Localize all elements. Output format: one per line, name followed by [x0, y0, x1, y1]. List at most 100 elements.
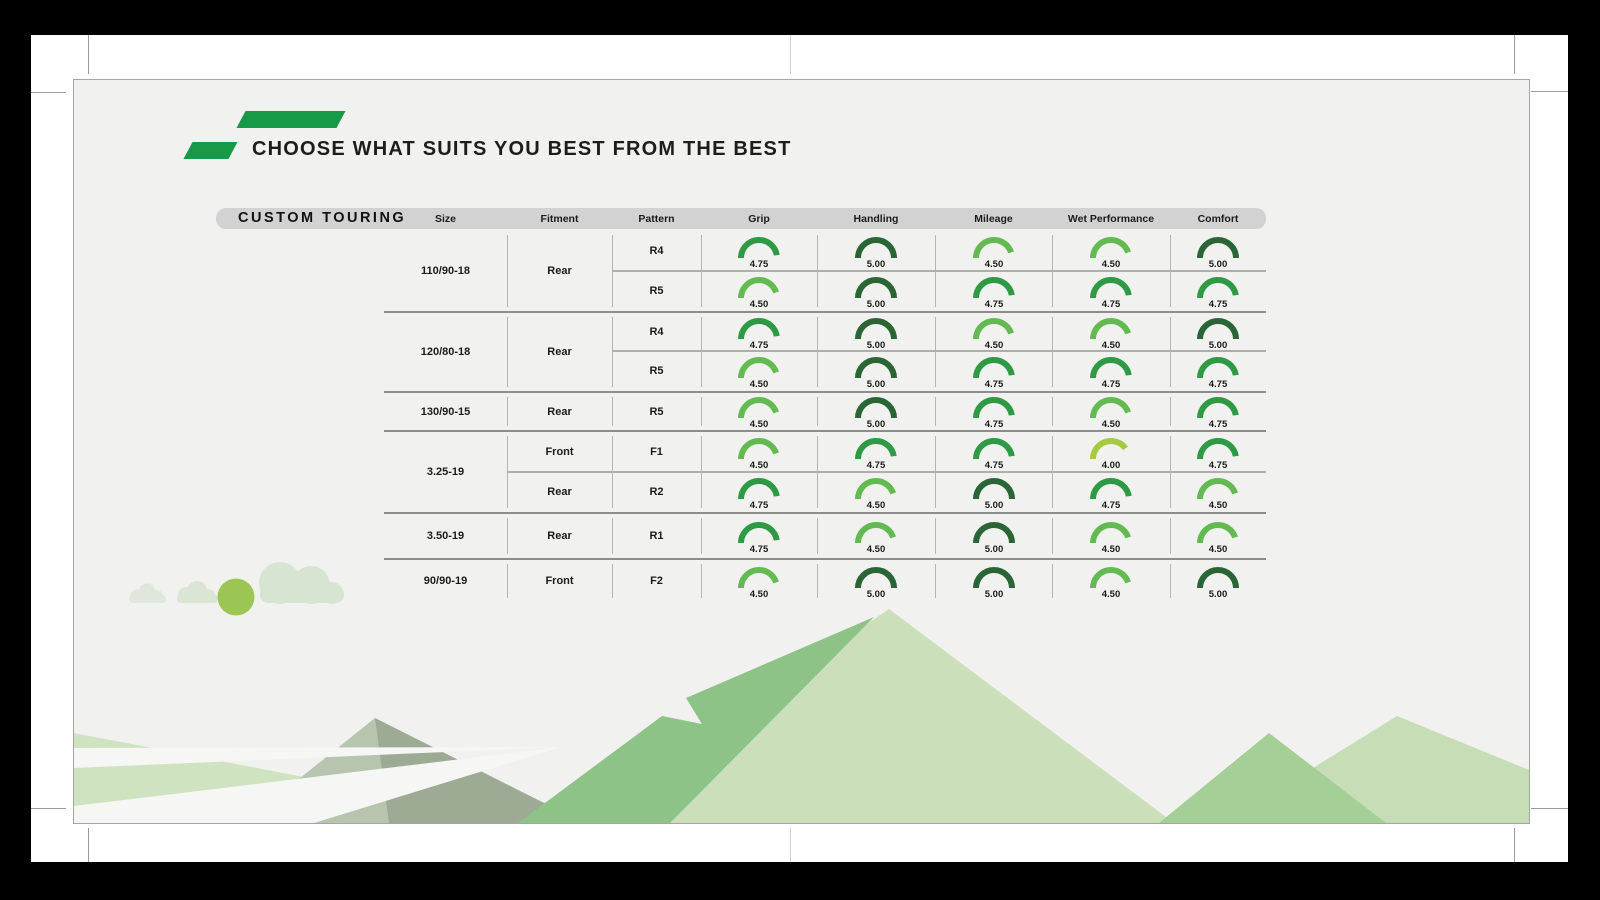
- svg-text:4.75: 4.75: [1102, 299, 1121, 309]
- gauge-arc-icon: 4.50: [1197, 521, 1238, 554]
- crop-mark: [790, 828, 791, 862]
- column-divider: [507, 518, 508, 554]
- fitment-cell: Front: [545, 575, 574, 587]
- rating-gauge-wet-performance: 4.50: [1052, 231, 1170, 271]
- gauge-arc-icon: 4.75: [1197, 356, 1239, 389]
- rating-gauge-handling: 4.50: [817, 472, 935, 512]
- svg-text:5.00: 5.00: [984, 589, 1003, 599]
- group-separator: [384, 430, 1266, 432]
- svg-text:4.75: 4.75: [984, 299, 1003, 309]
- gauge-arc-icon: 5.00: [855, 356, 897, 389]
- table-group: 120/80-18 Rear R4 4.75 5.00 4.50 4.50 5.00 R5 4.5…: [384, 313, 1266, 391]
- rating-gauge-mileage: 4.75: [935, 432, 1052, 472]
- table-row: Rear R2 4.75 4.50 5.00 4.75 4.50: [507, 472, 1266, 512]
- table-row: R5 4.50 5.00 4.75 4.75 4.75: [612, 351, 1266, 391]
- gauge-arc-icon: 4.50: [1090, 236, 1131, 269]
- rating-gauge-mileage: 5.00: [935, 560, 1052, 602]
- size-cell: 130/90-15: [420, 405, 471, 418]
- rating-gauge-wet-performance: 4.50: [1052, 514, 1170, 558]
- rating-gauge-comfort: 4.75: [1170, 351, 1266, 391]
- print-page: CHOOSE WHAT SUITS YOU BEST FROM THE BEST…: [31, 35, 1568, 862]
- svg-text:4.50: 4.50: [750, 589, 769, 599]
- column-divider: [1052, 518, 1053, 554]
- column-divider: [817, 317, 818, 387]
- svg-text:5.00: 5.00: [1209, 589, 1228, 599]
- rating-gauge-grip: 4.50: [701, 271, 817, 311]
- gauge-arc-icon: 5.00: [855, 566, 897, 599]
- mountain-illustration: [74, 562, 1529, 823]
- column-header-handling: Handling: [853, 212, 899, 225]
- svg-text:4.00: 4.00: [1102, 460, 1121, 470]
- svg-text:4.75: 4.75: [750, 259, 769, 269]
- svg-text:4.75: 4.75: [1209, 299, 1228, 309]
- svg-text:4.50: 4.50: [1102, 544, 1121, 554]
- column-divider: [612, 564, 613, 598]
- gauge-arc-icon: 4.75: [855, 437, 897, 470]
- rating-gauge-grip: 4.75: [701, 472, 817, 512]
- mountains: [74, 609, 1529, 823]
- table-row: Front F1 4.50 4.75 4.75 4.00 4.75: [507, 432, 1266, 472]
- row-separator: [507, 471, 1266, 473]
- gauge-arc-icon: 4.75: [738, 236, 780, 269]
- size-cell: 3.50-19: [426, 530, 465, 542]
- crop-mark: [88, 35, 89, 74]
- gauge-arc-icon: 4.75: [1090, 477, 1132, 510]
- gauge-arc-icon: 4.50: [1090, 317, 1131, 350]
- column-divider: [817, 397, 818, 426]
- rating-gauge-grip: 4.75: [701, 231, 817, 271]
- row-separator: [612, 270, 1266, 272]
- rating-gauge-grip: 4.50: [701, 432, 817, 472]
- gauge-arc-icon: 4.50: [738, 276, 779, 309]
- crop-mark: [31, 808, 66, 809]
- column-divider: [1170, 518, 1171, 554]
- rating-gauge-handling: 5.00: [817, 560, 935, 602]
- column-header-mileage: Mileage: [974, 212, 1013, 225]
- rating-gauge-comfort: 4.50: [1170, 472, 1266, 512]
- svg-text:5.00: 5.00: [1209, 340, 1228, 350]
- svg-text:4.75: 4.75: [1209, 460, 1228, 470]
- column-header-comfort: Comfort: [1197, 212, 1239, 225]
- gauge-arc-icon: 5.00: [972, 521, 1015, 554]
- svg-text:5.00: 5.00: [867, 259, 886, 269]
- gauge-arc-icon: 4.75: [972, 437, 1015, 470]
- rating-gauge-wet-performance: 4.50: [1052, 393, 1170, 430]
- svg-text:4.75: 4.75: [750, 340, 769, 350]
- fitment-cell: Rear: [547, 530, 572, 542]
- group-separator: [384, 558, 1266, 560]
- slide: CHOOSE WHAT SUITS YOU BEST FROM THE BEST…: [73, 79, 1530, 824]
- gauge-arc-icon: 4.50: [1090, 566, 1131, 599]
- svg-text:5.00: 5.00: [984, 500, 1003, 510]
- column-divider: [612, 518, 613, 554]
- rating-gauge-grip: 4.50: [701, 393, 817, 430]
- clouds: [129, 562, 344, 604]
- rating-gauge-wet-performance: 4.50: [1052, 313, 1170, 351]
- rating-gauge-wet-performance: 4.50: [1052, 560, 1170, 602]
- svg-text:4.50: 4.50: [867, 500, 886, 510]
- row-separator: [612, 350, 1266, 352]
- gauge-arc-icon: 4.50: [855, 521, 896, 554]
- gauge-arc-icon: 4.50: [855, 477, 896, 510]
- page-title: CHOOSE WHAT SUITS YOU BEST FROM THE BEST: [252, 138, 792, 160]
- gauge-arc-icon: 4.50: [972, 236, 1014, 269]
- column-divider: [1052, 564, 1053, 598]
- svg-text:5.00: 5.00: [867, 589, 886, 599]
- svg-text:4.50: 4.50: [1102, 589, 1121, 599]
- gauge-arc-icon: 5.00: [855, 397, 897, 429]
- rating-gauge-handling: 5.00: [817, 393, 935, 430]
- table-title: CUSTOM TOURING: [238, 210, 407, 226]
- column-divider: [507, 317, 508, 387]
- svg-text:4.50: 4.50: [1102, 340, 1121, 350]
- svg-text:5.00: 5.00: [984, 544, 1003, 554]
- rating-gauge-wet-performance: 4.75: [1052, 472, 1170, 512]
- rating-gauge-grip: 4.75: [701, 313, 817, 351]
- rating-gauge-mileage: 5.00: [935, 472, 1052, 512]
- rating-table: 110/90-18 Rear R4 4.75 5.00 4.50 4.50 5.00 R5 4.5…: [384, 231, 1266, 602]
- rating-gauge-grip: 4.75: [701, 514, 817, 558]
- gauge-arc-icon: 5.00: [855, 236, 897, 269]
- gauge-arc-icon: 4.75: [738, 317, 780, 350]
- column-divider: [935, 564, 936, 598]
- svg-text:4.50: 4.50: [984, 259, 1003, 269]
- column-divider: [701, 397, 702, 426]
- column-headers: Size Fitment Pattern Grip Handling Milea…: [384, 208, 1266, 229]
- rating-gauge-wet-performance: 4.75: [1052, 351, 1170, 391]
